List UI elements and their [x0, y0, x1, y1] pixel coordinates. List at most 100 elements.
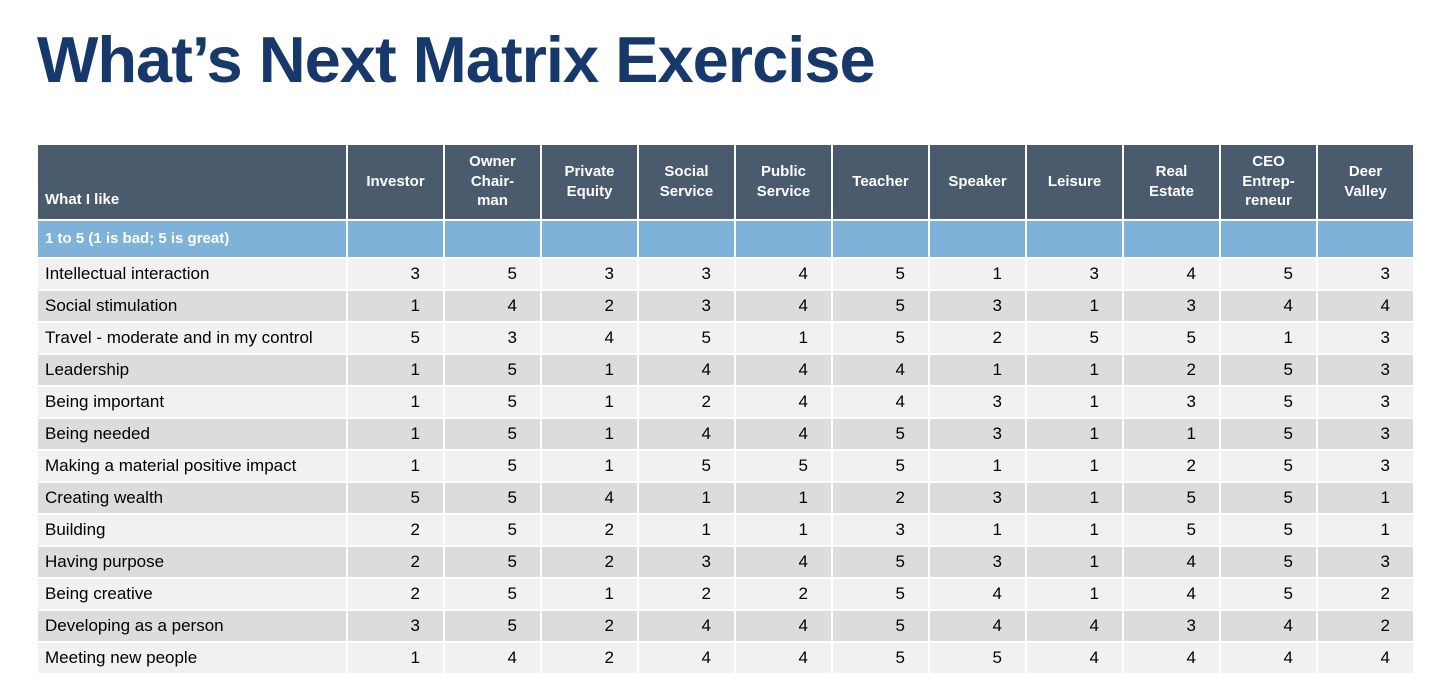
matrix-body: 1 to 5 (1 is bad; 5 is great) Intellectu…	[38, 220, 1413, 673]
row-label: Creating wealth	[38, 482, 346, 513]
score-cell: 5	[833, 290, 928, 321]
scale-note: 1 to 5 (1 is bad; 5 is great)	[38, 220, 346, 257]
row-label: Being creative	[38, 578, 346, 609]
score-cell: 5	[930, 642, 1025, 673]
scale-cell-deer-valley	[1318, 220, 1413, 257]
score-cell: 2	[348, 578, 443, 609]
score-cell: 3	[639, 290, 734, 321]
score-cell: 1	[930, 450, 1025, 481]
score-cell: 5	[1124, 514, 1219, 545]
score-cell: 5	[639, 450, 734, 481]
score-cell: 5	[445, 514, 540, 545]
score-cell: 1	[1027, 578, 1122, 609]
score-cell: 5	[445, 482, 540, 513]
score-cell: 5	[736, 450, 831, 481]
score-cell: 5	[445, 578, 540, 609]
column-header-real-estate: Real Estate	[1124, 144, 1219, 219]
scale-cell-owner-chair-man	[445, 220, 540, 257]
score-cell: 3	[1318, 258, 1413, 289]
row-label: Social stimulation	[38, 290, 346, 321]
score-cell: 4	[639, 354, 734, 385]
score-cell: 1	[542, 450, 637, 481]
score-cell: 3	[1027, 258, 1122, 289]
score-cell: 1	[736, 322, 831, 353]
column-header-private-equity: Private Equity	[542, 144, 637, 219]
score-cell: 5	[1221, 354, 1316, 385]
column-header-speaker: Speaker	[930, 144, 1025, 219]
score-cell: 5	[833, 418, 928, 449]
score-cell: 5	[639, 322, 734, 353]
score-cell: 2	[348, 546, 443, 577]
matrix-table: What I like Investor Owner Chair- man Priv…	[36, 143, 1415, 675]
row-label: Meeting new people	[38, 642, 346, 673]
score-cell: 4	[930, 578, 1025, 609]
score-cell: 5	[445, 386, 540, 417]
score-cell: 4	[1124, 578, 1219, 609]
score-cell: 5	[445, 418, 540, 449]
score-cell: 1	[1027, 290, 1122, 321]
scale-cell-real-estate	[1124, 220, 1219, 257]
score-cell: 1	[930, 514, 1025, 545]
score-cell: 4	[736, 546, 831, 577]
score-cell: 1	[1027, 450, 1122, 481]
score-cell: 5	[833, 450, 928, 481]
score-cell: 1	[1027, 482, 1122, 513]
score-cell: 4	[445, 290, 540, 321]
score-cell: 5	[833, 642, 928, 673]
score-cell: 4	[1221, 290, 1316, 321]
scale-row: 1 to 5 (1 is bad; 5 is great)	[38, 220, 1413, 257]
score-cell: 1	[542, 418, 637, 449]
score-cell: 1	[348, 386, 443, 417]
score-cell: 4	[736, 290, 831, 321]
table-row-making-a-material-positive-impact: Making a material positive impact 1 5 1 5 5 5 1…	[38, 450, 1413, 481]
score-cell: 5	[1221, 482, 1316, 513]
score-cell: 2	[1318, 578, 1413, 609]
score-cell: 1	[348, 450, 443, 481]
score-cell: 3	[1318, 418, 1413, 449]
score-cell: 2	[542, 546, 637, 577]
score-cell: 2	[930, 322, 1025, 353]
score-cell: 5	[1027, 322, 1122, 353]
row-label: Making a material positive impact	[38, 450, 346, 481]
score-cell: 4	[1221, 642, 1316, 673]
scale-cell-private-equity	[542, 220, 637, 257]
scale-cell-public-service	[736, 220, 831, 257]
score-cell: 2	[1318, 610, 1413, 641]
score-cell: 1	[1027, 514, 1122, 545]
score-cell: 3	[930, 546, 1025, 577]
row-label: Intellectual interaction	[38, 258, 346, 289]
score-cell: 5	[1221, 418, 1316, 449]
score-cell: 3	[542, 258, 637, 289]
score-cell: 2	[639, 578, 734, 609]
table-row-building: Building 2 5 2 1 1 3 1 1 5 5 1	[38, 514, 1413, 545]
score-cell: 4	[1318, 290, 1413, 321]
score-cell: 3	[930, 386, 1025, 417]
score-cell: 5	[833, 578, 928, 609]
score-cell: 5	[1221, 546, 1316, 577]
row-label: Leadership	[38, 354, 346, 385]
page-title: What’s Next Matrix Exercise	[37, 23, 876, 96]
row-label: Travel - moderate and in my control	[38, 322, 346, 353]
score-cell: 4	[639, 642, 734, 673]
score-cell: 5	[445, 610, 540, 641]
score-cell: 3	[639, 546, 734, 577]
score-cell: 2	[1124, 354, 1219, 385]
score-cell: 5	[445, 450, 540, 481]
score-cell: 5	[1124, 482, 1219, 513]
score-cell: 3	[1318, 322, 1413, 353]
score-cell: 3	[1318, 450, 1413, 481]
score-cell: 2	[542, 610, 637, 641]
score-cell: 2	[736, 578, 831, 609]
score-cell: 5	[445, 354, 540, 385]
score-cell: 4	[736, 386, 831, 417]
score-cell: 1	[1027, 354, 1122, 385]
row-label: Having purpose	[38, 546, 346, 577]
score-cell: 2	[833, 482, 928, 513]
score-cell: 5	[1221, 514, 1316, 545]
score-cell: 5	[445, 258, 540, 289]
score-cell: 3	[833, 514, 928, 545]
scale-cell-teacher	[833, 220, 928, 257]
score-cell: 3	[1318, 386, 1413, 417]
scale-cell-ceo-entrep-reneur	[1221, 220, 1316, 257]
